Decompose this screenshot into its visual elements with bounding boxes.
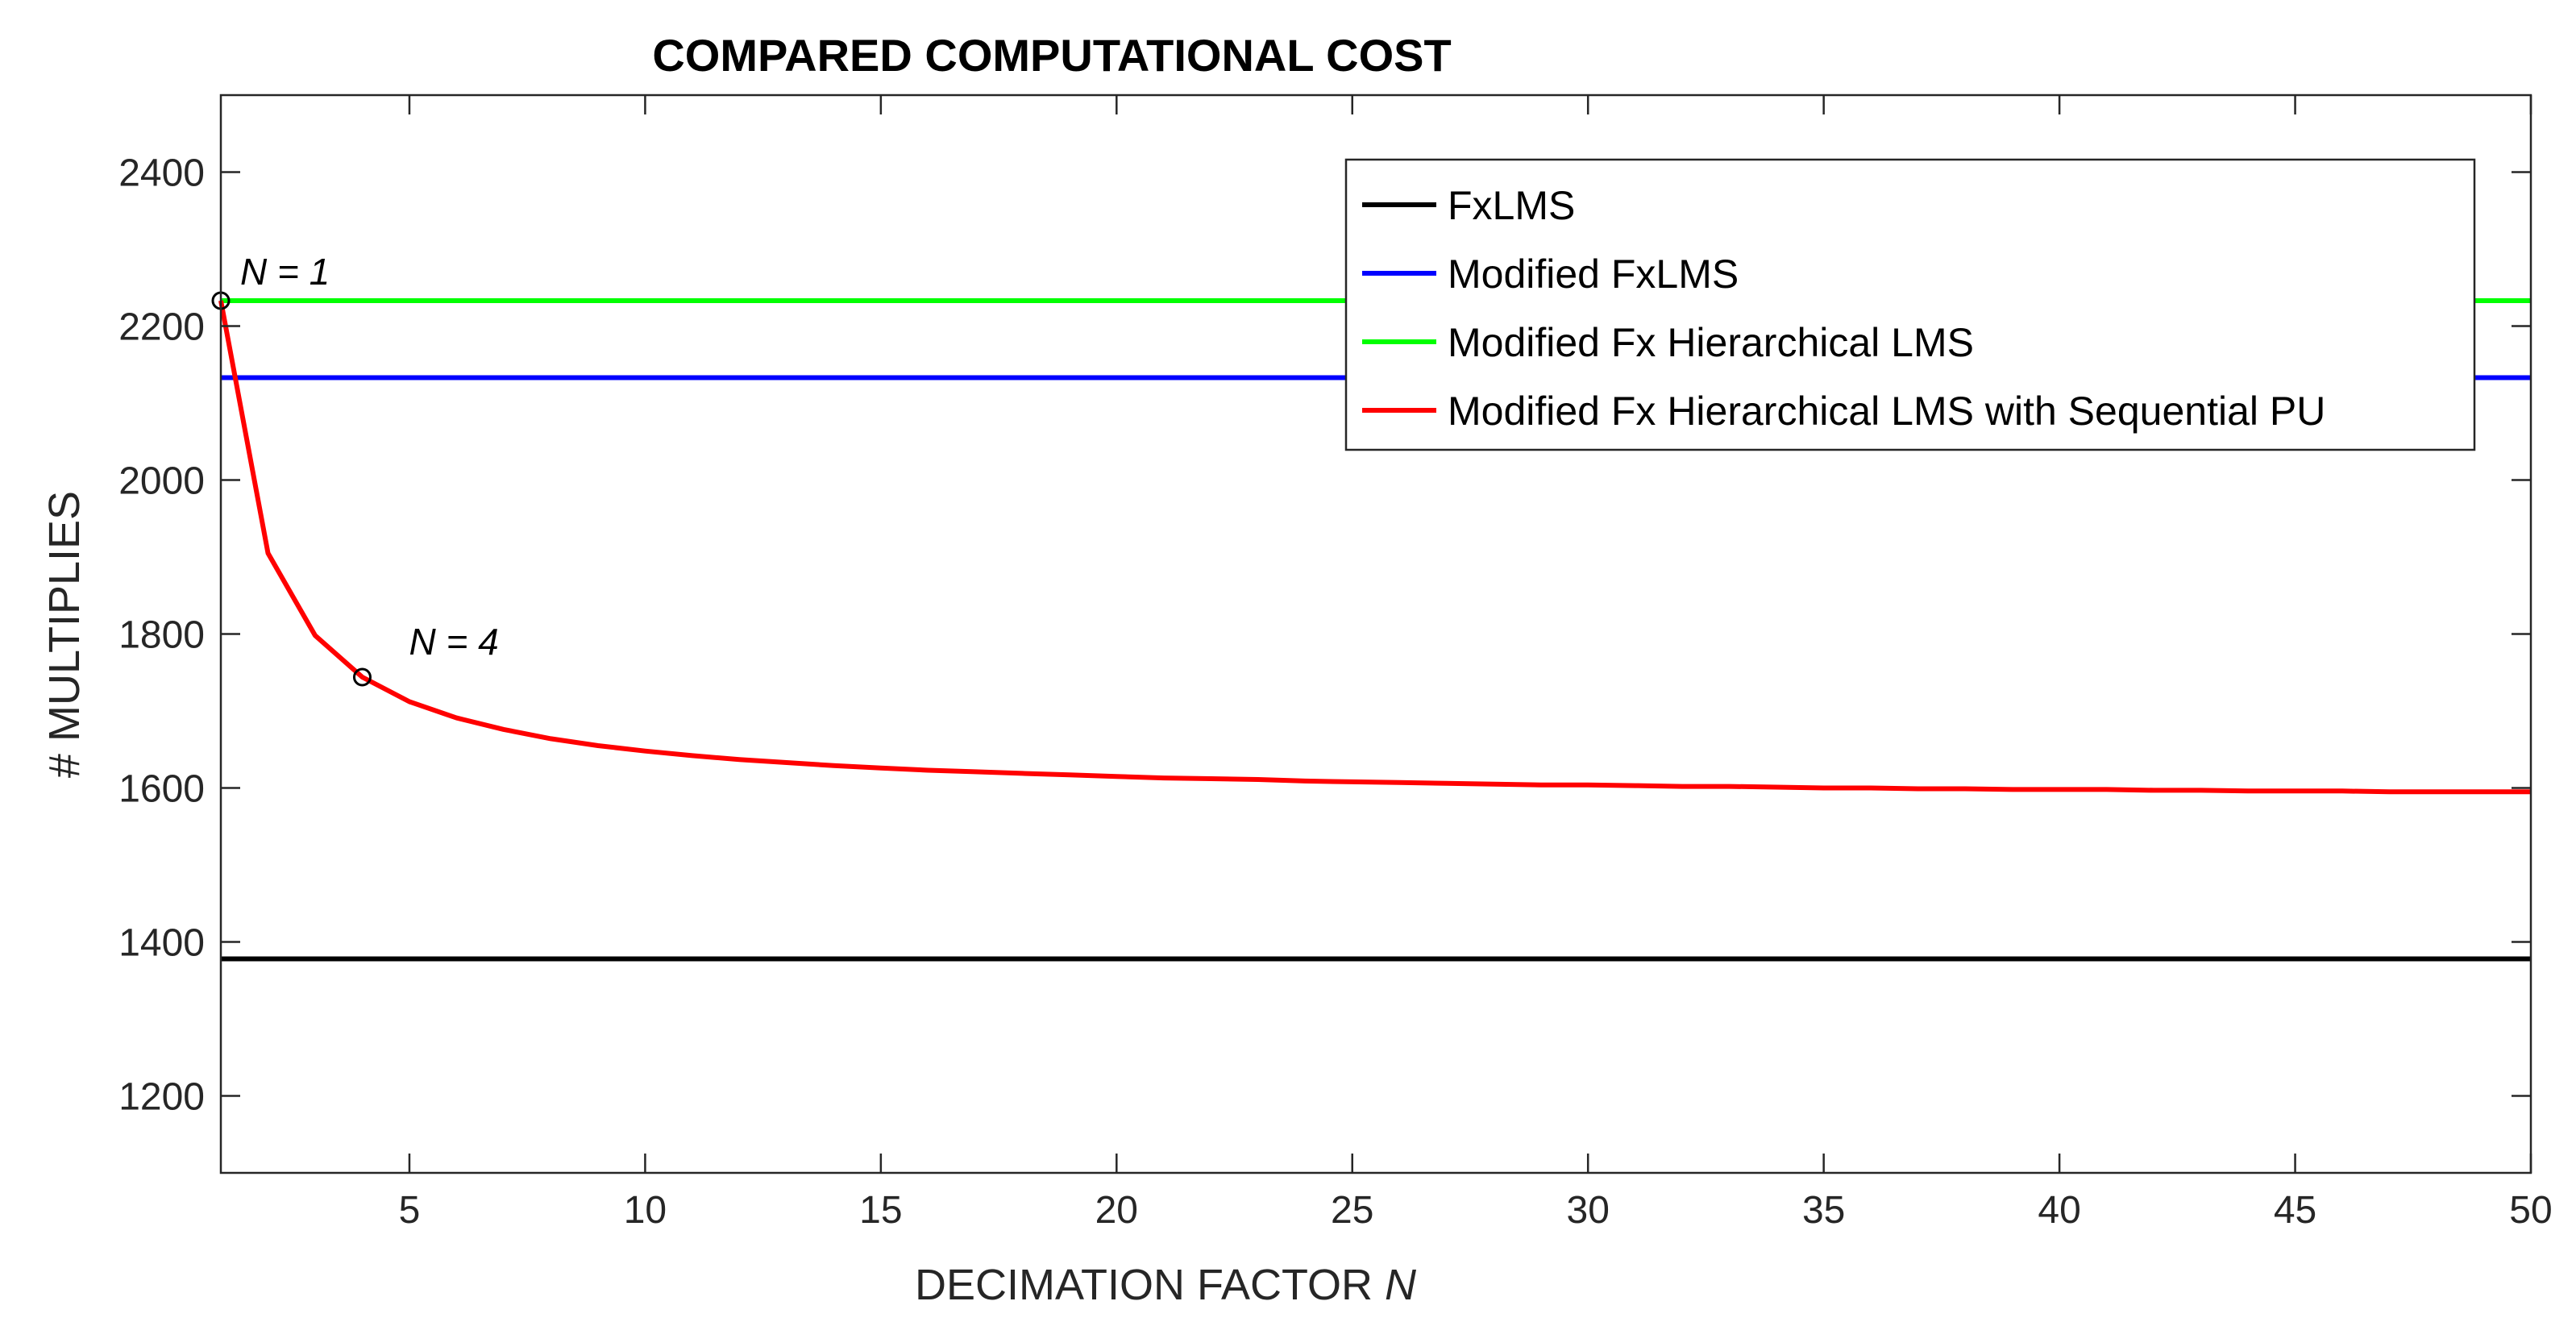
x-tick-label-1: 10 — [624, 1189, 667, 1232]
x-tick-label-6: 35 — [1802, 1189, 1845, 1232]
y-tick-label-0: 1200 — [118, 1076, 205, 1119]
x-tick-label-3: 20 — [1095, 1189, 1138, 1232]
legend-label-0: FxLMS — [1448, 183, 1575, 228]
x-tick-label-5: 30 — [1567, 1189, 1610, 1232]
annotation-label-0: N = 1 — [240, 251, 330, 293]
x-axis-title-text: DECIMATION FACTOR — [915, 1261, 1385, 1309]
x-tick-label-8: 45 — [2274, 1189, 2316, 1232]
legend-label-1: Modified FxLMS — [1448, 252, 1739, 297]
legend: FxLMS Modified FxLMS Modified Fx Hierarchi… — [1344, 158, 2476, 451]
ticks-layer: 5 10 15 20 25 30 35 40 45 50 1200 1400 1600 1800 2000 2… — [118, 95, 2553, 1232]
annotation-var-1: N — [409, 621, 436, 663]
y-axis-title: # MULTIPLIES — [40, 491, 89, 778]
x-axis-title: DECIMATION FACTOR N — [915, 1261, 1417, 1309]
annotation-value-0: = 1 — [267, 251, 330, 293]
y-tick-label-4: 2000 — [118, 460, 205, 503]
x-tick-label-4: 25 — [1331, 1189, 1373, 1232]
y-tick-label-1: 1400 — [118, 922, 205, 965]
annotation-label-1: N = 4 — [409, 621, 498, 663]
annotation-marker-1 — [352, 667, 372, 687]
y-tick-label-2: 1600 — [118, 768, 205, 811]
x-tick-label-2: 15 — [859, 1189, 902, 1232]
y-tick-label-3: 1800 — [118, 614, 205, 657]
annotation-var-0: N — [240, 251, 268, 293]
annotation-layer: N = 1N = 4 — [211, 251, 499, 687]
chart-title: COMPARED COMPUTATIONAL COST — [652, 30, 1451, 81]
x-tick-label-7: 40 — [2038, 1189, 2080, 1232]
x-tick-label-0: 5 — [399, 1189, 421, 1232]
y-tick-label-5: 2200 — [118, 306, 205, 349]
legend-label-3: Modified Fx Hierarchical LMS with Sequen… — [1448, 389, 2325, 434]
legend-label-2: Modified Fx Hierarchical LMS — [1448, 320, 1974, 365]
legend-box — [1344, 158, 2476, 451]
annotation-value-1: = 4 — [436, 621, 499, 663]
series-line-3 — [218, 300, 2531, 795]
x-axis-title-var: N — [1385, 1261, 1417, 1309]
y-tick-label-6: 2400 — [118, 152, 205, 195]
x-tick-label-9: 50 — [2509, 1189, 2552, 1232]
